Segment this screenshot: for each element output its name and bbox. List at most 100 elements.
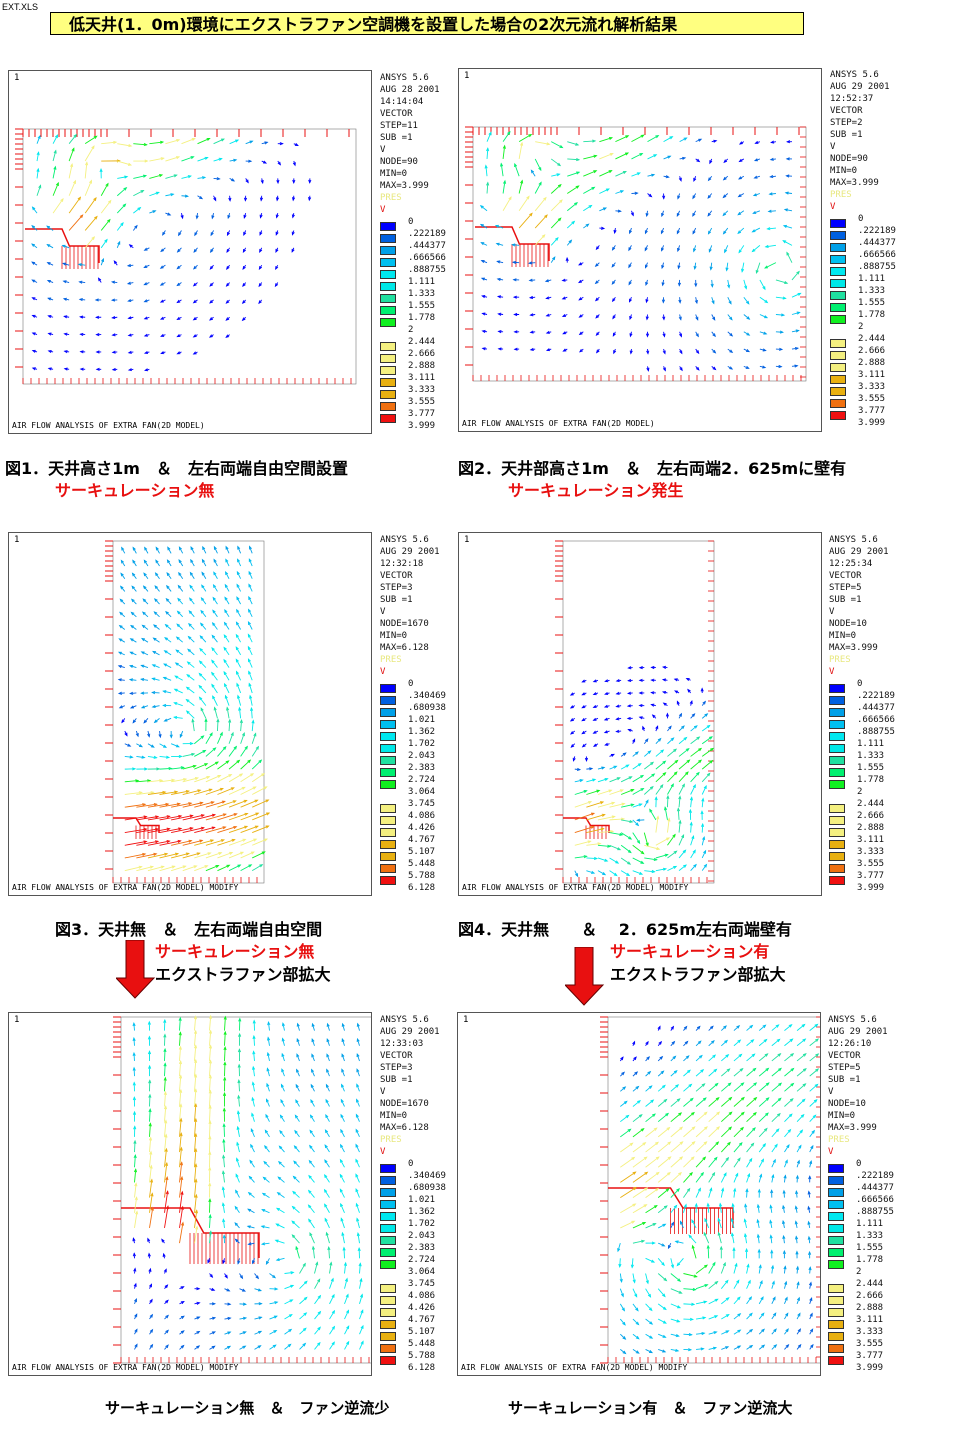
velocity-vector — [194, 1147, 198, 1168]
legend-info-line: MAX=3.999 — [380, 181, 429, 191]
velocity-vector — [755, 262, 761, 275]
velocity-vector — [767, 209, 776, 213]
velocity-vector — [329, 1341, 335, 1350]
velocity-vector — [159, 814, 183, 821]
velocity-vector — [100, 238, 108, 249]
velocity-vector — [339, 1158, 345, 1168]
velocity-vector — [566, 220, 576, 229]
legend-value: 3.333 — [408, 385, 436, 395]
legend-color-swatch — [830, 411, 846, 420]
legend-v-label: V — [829, 667, 835, 677]
legend-row: 2.444 — [829, 798, 899, 813]
legend-info-line: SUB =1 — [830, 130, 863, 140]
legend-value: 1.778 — [857, 775, 885, 785]
velocity-vector — [228, 773, 244, 783]
velocity-vector — [743, 331, 751, 336]
velocity-vector — [701, 724, 711, 732]
velocity-vector — [708, 1156, 718, 1168]
plot-footer: AIR FLOW ANALYSIS OF EXTRA FAN(2D MODEL) — [462, 419, 655, 428]
velocity-vector — [782, 1204, 786, 1213]
legend-row: 3.777 — [829, 870, 899, 885]
legend-value: 5.788 — [408, 871, 436, 881]
velocity-vector — [299, 1296, 308, 1305]
velocity-vector — [68, 214, 84, 231]
velocity-vector — [688, 808, 692, 820]
velocity-vector — [746, 1111, 757, 1123]
velocity-vector — [134, 1328, 138, 1335]
velocity-vector — [495, 242, 504, 246]
velocity-vector — [84, 179, 92, 196]
legend-color-swatch — [828, 1236, 844, 1245]
legend-value: 1.362 — [408, 1207, 436, 1217]
legend-value: 3.333 — [856, 1327, 884, 1337]
velocity-vector — [632, 1127, 645, 1138]
velocity-vector — [296, 1022, 300, 1031]
velocity-vector — [619, 1071, 625, 1077]
legend-row: 5.107 — [380, 846, 450, 861]
velocity-vector — [118, 638, 126, 643]
caption-fig3: 図3．天井無 ＆ 左右両端自由空間 — [55, 920, 323, 939]
velocity-vector — [207, 1258, 211, 1264]
velocity-vector — [130, 611, 137, 618]
legend-row: 1.778 — [830, 309, 900, 324]
domain-boundary — [472, 126, 807, 382]
velocity-vector — [77, 263, 86, 267]
velocity-vector — [619, 1056, 624, 1062]
velocity-vector — [621, 819, 634, 824]
legend-row: 2.383 — [380, 762, 450, 777]
velocity-vector — [169, 731, 173, 739]
velocity-vector — [296, 1068, 300, 1077]
legend-value: 2.888 — [857, 823, 885, 833]
velocity-vector — [209, 1345, 216, 1350]
velocity-vector — [143, 247, 150, 251]
legend-color-swatch — [380, 804, 396, 813]
legend-row: 2.444 — [830, 333, 900, 348]
velocity-vector — [179, 1175, 184, 1198]
velocity-vector — [185, 698, 195, 707]
velocity-vector — [132, 1237, 136, 1244]
legend-color-swatch — [829, 852, 845, 861]
velocity-vector — [709, 262, 713, 271]
velocity-vector — [247, 620, 253, 630]
plot-footer: AIR FLOW ANALYSIS OF EXTRA FAN(2D MODEL)… — [462, 883, 689, 892]
velocity-vector — [574, 840, 592, 846]
velocity-vector — [211, 683, 218, 694]
velocity-vector — [620, 1086, 627, 1092]
velocity-vector — [171, 802, 193, 808]
velocity-vector — [678, 747, 690, 757]
legend-row: .666566 — [829, 714, 899, 729]
velocity-vector — [693, 262, 697, 271]
velocity-vector — [657, 1055, 664, 1062]
legend-color-swatch — [380, 270, 396, 279]
legend-row: 1.111 — [829, 738, 899, 753]
velocity-vector — [159, 802, 181, 808]
legend-row: 2 — [830, 321, 900, 333]
velocity-vector — [775, 364, 783, 369]
velocity-vector — [276, 1192, 285, 1198]
legend-row: 3.333 — [829, 846, 899, 861]
velocity-vector — [629, 297, 632, 303]
velocity-vector — [311, 1053, 315, 1062]
legend-color-swatch — [829, 696, 845, 705]
velocity-vector — [807, 1235, 811, 1244]
legend-value: 1.333 — [858, 286, 886, 296]
legend-color-swatch — [380, 684, 396, 693]
velocity-vector — [769, 157, 776, 161]
velocity-vector — [31, 297, 38, 301]
velocity-vector — [248, 608, 253, 618]
velocity-vector — [771, 1067, 782, 1077]
velocity-vector — [149, 1178, 154, 1198]
velocity-vector — [678, 725, 685, 732]
velocity-vector — [665, 712, 670, 719]
velocity-vector — [262, 1176, 270, 1183]
velocity-vector — [228, 718, 232, 732]
velocity-vector — [311, 1245, 316, 1259]
velocity-vector — [192, 316, 198, 321]
velocity-vector — [130, 598, 137, 605]
velocity-vector — [261, 160, 268, 164]
legend-info-line: SUB =1 — [380, 1075, 413, 1085]
velocity-vector — [164, 623, 172, 630]
velocity-vector — [695, 1187, 701, 1198]
velocity-vector — [743, 348, 751, 353]
velocity-vector — [667, 737, 675, 745]
